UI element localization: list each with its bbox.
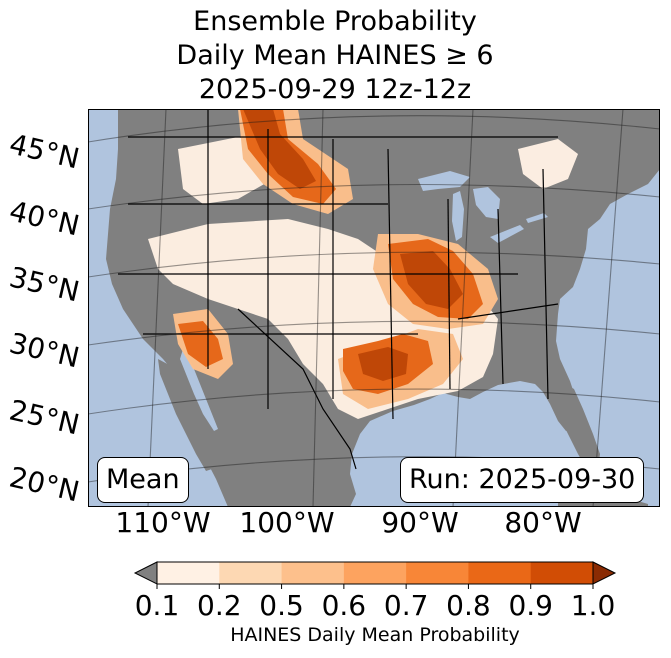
colorbar-bin bbox=[281, 562, 345, 584]
colorbar-tick-label: 1.0 bbox=[570, 589, 616, 622]
colorbar-tick-label: 0.5 bbox=[259, 589, 304, 622]
colorbar-tick-label: 0.7 bbox=[383, 589, 429, 622]
lake-superior bbox=[418, 171, 470, 191]
state-borders bbox=[118, 109, 559, 470]
colorbar-bin bbox=[157, 562, 220, 584]
colorbar-bin bbox=[219, 562, 283, 584]
colorbar-bin bbox=[530, 562, 594, 584]
lake-huron bbox=[473, 187, 500, 219]
lon-label-90w: 90°W bbox=[381, 506, 459, 539]
pacific-ocean bbox=[88, 109, 228, 507]
gulf-of-california bbox=[180, 349, 218, 431]
run-date-label: Run: 2025-09-30 bbox=[400, 457, 645, 503]
baja-peninsula bbox=[158, 359, 212, 471]
florida bbox=[543, 381, 600, 471]
map-panel bbox=[88, 109, 660, 507]
lake-ontario bbox=[526, 213, 548, 223]
title-line-1: Ensemble Probability bbox=[193, 6, 477, 37]
lon-label-110w: 110°W bbox=[115, 506, 211, 539]
colorbar-tick-label: 0.6 bbox=[321, 589, 367, 622]
colorbar-tick-label: 0.1 bbox=[134, 589, 180, 622]
graticule bbox=[88, 109, 660, 507]
lon-label-100w: 100°W bbox=[239, 506, 335, 539]
title-line-2: Daily Mean HAINES ≥ 6 bbox=[176, 40, 494, 71]
colorbar-label: HAINES Daily Mean Probability bbox=[230, 624, 520, 646]
colorbar-over-arrow bbox=[592, 561, 617, 585]
statistic-label: Mean bbox=[97, 457, 189, 503]
colorbar-tick-label: 0.9 bbox=[508, 589, 553, 622]
colorbar-bin bbox=[343, 562, 407, 584]
colorbar-bin bbox=[468, 562, 532, 584]
colorbar-bin bbox=[406, 562, 469, 584]
colorbar-under-arrow bbox=[133, 561, 158, 585]
lake-michigan bbox=[452, 191, 464, 241]
title-line-3: 2025-09-29 12z-12z bbox=[198, 74, 472, 105]
colorbar-tick-label: 0.8 bbox=[446, 589, 491, 622]
colorbar-outline bbox=[156, 561, 594, 585]
colorbar-tick-label: 0.2 bbox=[197, 589, 242, 622]
lon-label-80w: 80°W bbox=[504, 506, 582, 539]
probability-shading bbox=[148, 109, 578, 419]
